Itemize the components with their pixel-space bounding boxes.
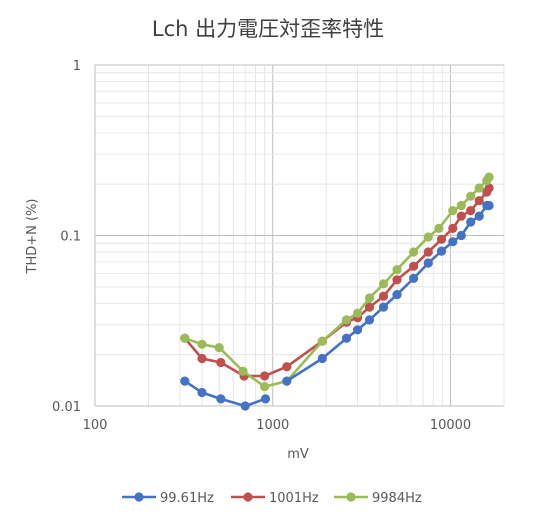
data-point bbox=[409, 273, 419, 283]
data-point bbox=[409, 247, 419, 257]
legend-item: 99.61Hz bbox=[122, 491, 214, 506]
data-point bbox=[260, 371, 270, 381]
data-point bbox=[466, 217, 476, 227]
data-point bbox=[214, 343, 224, 353]
data-point bbox=[448, 206, 458, 216]
data-point bbox=[260, 382, 270, 392]
series-1 bbox=[180, 376, 271, 411]
data-point bbox=[484, 200, 494, 211]
legend: 99.61Hz 1001Hz 9984Hz bbox=[122, 491, 422, 506]
legend-item: 1001Hz bbox=[231, 491, 319, 506]
data-point bbox=[260, 394, 271, 404]
data-point bbox=[282, 362, 292, 372]
series-2 bbox=[180, 183, 494, 381]
legend-item: 9984Hz bbox=[334, 491, 422, 506]
data-point bbox=[423, 247, 433, 257]
data-point bbox=[484, 183, 494, 193]
data-point bbox=[474, 183, 484, 193]
data-point bbox=[378, 279, 389, 289]
data-point bbox=[474, 211, 484, 221]
data-point bbox=[378, 302, 389, 312]
data-point bbox=[434, 223, 444, 233]
data-point bbox=[282, 376, 292, 386]
data-point bbox=[216, 357, 226, 368]
data-point bbox=[448, 237, 458, 247]
data-point bbox=[364, 315, 375, 325]
series-layer bbox=[180, 172, 494, 411]
data-point bbox=[392, 290, 402, 300]
data-point bbox=[197, 387, 207, 398]
y-tick-label: 0.01 bbox=[52, 400, 81, 415]
data-point bbox=[466, 206, 476, 216]
data-point bbox=[197, 339, 207, 349]
x-tick-label: 10000 bbox=[430, 418, 471, 433]
data-point bbox=[456, 200, 466, 211]
chart-title: Lch 出力電圧対歪率特性 bbox=[152, 17, 384, 41]
data-point bbox=[436, 246, 447, 256]
data-point bbox=[317, 353, 327, 364]
series-line bbox=[184, 380, 266, 408]
data-point bbox=[197, 353, 207, 364]
data-point bbox=[238, 366, 248, 376]
x-tick-label: 100 bbox=[83, 418, 108, 433]
data-point bbox=[474, 196, 484, 206]
y-axis-label: THD+N (%) bbox=[25, 199, 40, 275]
data-point bbox=[353, 308, 363, 318]
data-point bbox=[341, 333, 352, 343]
data-point bbox=[448, 223, 458, 233]
data-point bbox=[216, 394, 226, 404]
data-point bbox=[378, 291, 389, 301]
data-point bbox=[353, 325, 363, 335]
data-point bbox=[392, 265, 402, 275]
data-point bbox=[180, 376, 190, 386]
axes: 100 1000 10000 1 0.1 0.01 bbox=[52, 59, 504, 433]
data-point bbox=[423, 258, 433, 268]
legend-label: 99.61Hz bbox=[160, 491, 214, 506]
y-tick-label: 0.1 bbox=[60, 230, 81, 245]
data-point bbox=[423, 232, 433, 242]
data-point bbox=[484, 172, 494, 182]
legend-label: 1001Hz bbox=[269, 491, 319, 506]
data-point bbox=[240, 401, 250, 411]
legend-swatch-marker bbox=[134, 492, 144, 502]
data-point bbox=[456, 230, 466, 241]
series-line bbox=[286, 204, 490, 383]
data-point bbox=[466, 191, 476, 201]
data-point bbox=[436, 234, 447, 244]
data-point bbox=[409, 261, 419, 271]
legend-swatch-marker bbox=[243, 492, 253, 502]
legend-label: 9984Hz bbox=[372, 491, 422, 506]
data-point bbox=[341, 315, 352, 325]
x-tick-label: 1000 bbox=[256, 418, 289, 433]
legend-swatch-marker bbox=[346, 492, 356, 502]
y-tick-label: 1 bbox=[73, 59, 81, 74]
data-point bbox=[317, 336, 327, 346]
data-point bbox=[392, 275, 402, 285]
data-point bbox=[180, 333, 190, 343]
data-point bbox=[364, 293, 375, 303]
data-point bbox=[364, 302, 375, 312]
grid bbox=[94, 64, 505, 407]
series-4 bbox=[282, 200, 494, 386]
series-3 bbox=[180, 172, 494, 392]
series-line bbox=[184, 176, 491, 388]
data-point bbox=[456, 211, 466, 221]
x-axis-label: mV bbox=[287, 447, 309, 462]
